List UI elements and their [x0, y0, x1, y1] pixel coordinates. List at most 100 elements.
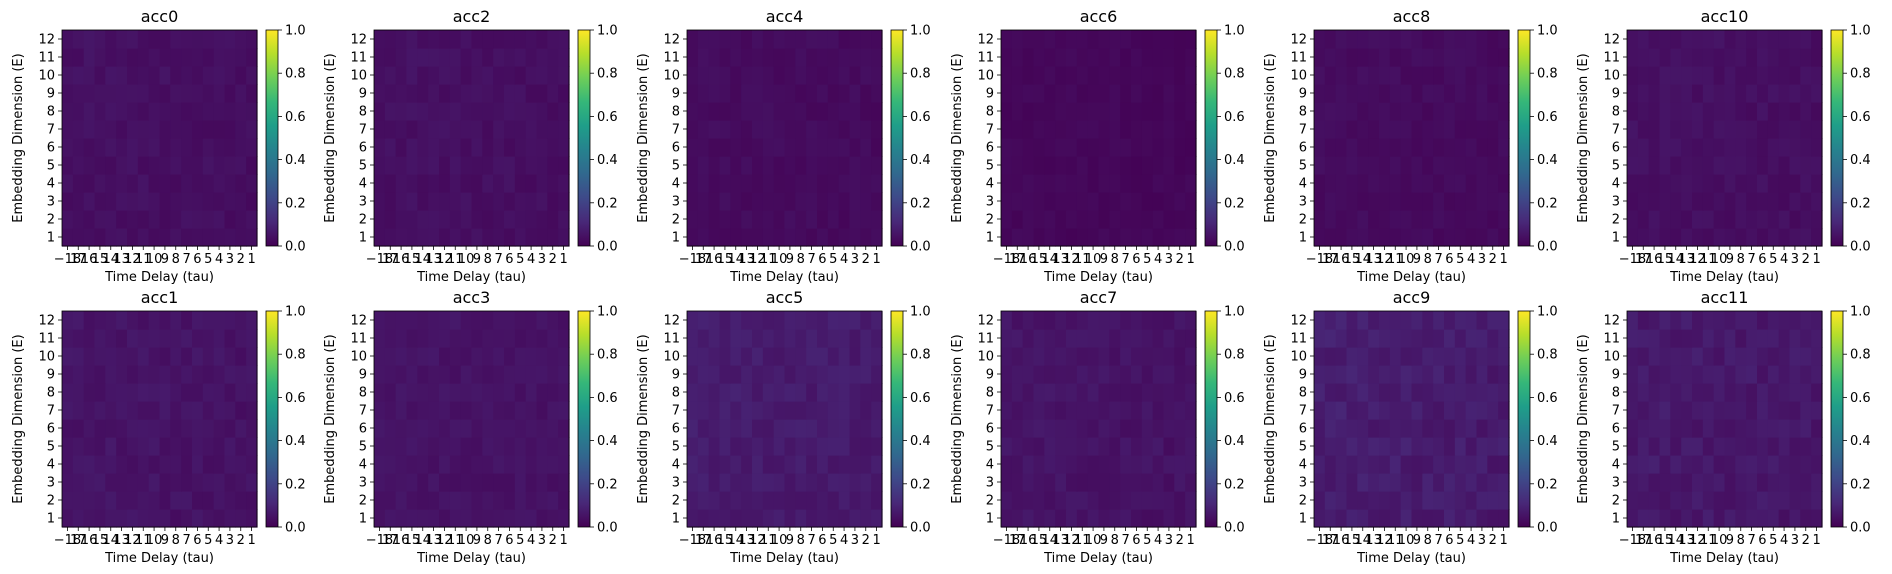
y-tick-label: 3 — [1612, 195, 1620, 210]
heatmap-cell — [1465, 174, 1478, 193]
heatmap-cell — [224, 210, 236, 229]
heatmap-cell — [1789, 138, 1801, 157]
x-tick-label: 14 — [1041, 252, 1058, 267]
heatmap-cell — [1044, 30, 1056, 49]
heatmap-cell — [697, 156, 710, 175]
heatmap-cell — [1368, 365, 1380, 384]
heatmap-cell — [384, 84, 397, 103]
heatmap-cell — [1152, 437, 1165, 456]
heatmap-cell — [860, 210, 872, 229]
heatmap-cell — [1098, 491, 1110, 510]
heatmap-cell — [719, 228, 731, 247]
heatmap-cell — [1789, 311, 1801, 330]
heatmap-cell — [536, 192, 548, 211]
heatmap-cell — [83, 473, 96, 492]
heatmap-cell — [62, 311, 74, 330]
heatmap-cell — [817, 491, 829, 510]
heatmap-cell — [148, 311, 161, 330]
heatmap-cell — [849, 473, 861, 492]
heatmap-cell — [838, 192, 851, 211]
heatmap-cell — [860, 329, 872, 348]
heatmap-cell — [127, 228, 139, 247]
heatmap-cell — [741, 84, 753, 103]
heatmap-cell — [1076, 210, 1089, 229]
x-tick-label: 2 — [1489, 533, 1497, 548]
heatmap-cell — [395, 138, 408, 157]
heatmap-cell — [1627, 174, 1639, 193]
heatmap-cell — [439, 473, 451, 492]
x-tick-label: 10 — [1711, 533, 1728, 548]
heatmap-cell — [1357, 437, 1369, 456]
heatmap-cell — [439, 329, 451, 348]
x-tick-label: 11 — [1387, 252, 1404, 267]
heatmap-cell — [1055, 329, 1067, 348]
heatmap-cell — [1724, 347, 1736, 366]
plot-frame — [61, 310, 258, 528]
heatmap-cell — [1454, 228, 1467, 247]
heatmap-cell — [493, 365, 505, 384]
colorbar-tick-label: 1.0 — [285, 24, 306, 39]
y-tick-label: 5 — [47, 440, 55, 455]
heatmap-cell — [1498, 419, 1510, 438]
heatmap-cell — [202, 365, 215, 384]
heatmap-cell — [1357, 401, 1369, 420]
heatmap-cell — [148, 138, 161, 157]
heatmap-cell — [1659, 491, 1671, 510]
heatmap-cell — [1033, 437, 1045, 456]
heatmap-cell — [224, 66, 236, 85]
heatmap-cell — [213, 419, 226, 438]
heatmap-cell — [1648, 192, 1661, 211]
heatmap-cell — [1055, 138, 1067, 157]
heatmap-cell — [1174, 48, 1186, 67]
heatmap-cell — [1767, 419, 1780, 438]
heatmap-cell — [1487, 48, 1499, 67]
heatmap-cell — [1637, 455, 1650, 474]
heatmap-cell — [246, 102, 258, 121]
heatmap-cell — [1346, 437, 1358, 456]
heatmap-cell — [417, 138, 429, 157]
y-tick-label: 4 — [1299, 177, 1307, 192]
heatmap-cell — [1476, 419, 1488, 438]
heatmap-cell — [1400, 138, 1413, 157]
heatmap-cell — [1368, 30, 1380, 49]
heatmap-cell — [1692, 102, 1704, 121]
heatmap-cell — [1476, 120, 1488, 139]
heatmap-cell — [504, 192, 516, 211]
heatmap-cell — [1055, 174, 1067, 193]
heatmap-cell — [1422, 192, 1434, 211]
heatmap-cell — [213, 192, 226, 211]
heatmap-cell — [773, 437, 786, 456]
x-tick-label: 15 — [1031, 533, 1048, 548]
heatmap-cell — [1692, 383, 1704, 402]
heatmap-cell — [687, 48, 699, 67]
colorbar: 0.00.20.40.60.81.0 — [1517, 24, 1558, 255]
x-tick-label: 16 — [393, 533, 410, 548]
heatmap-cell — [1185, 102, 1197, 121]
colorbar: 0.00.20.40.60.81.0 — [1204, 24, 1245, 255]
heatmap-cell — [1098, 383, 1110, 402]
heatmap-cell — [817, 66, 829, 85]
heatmap-cell — [1120, 473, 1132, 492]
heatmap-cell — [1724, 491, 1736, 510]
heatmap-cell — [1076, 437, 1089, 456]
heatmap-cell — [773, 30, 786, 49]
heatmap-cell — [395, 156, 408, 175]
heatmap-cell — [1400, 120, 1413, 139]
heatmap-cell — [83, 491, 96, 510]
heatmap-cell — [752, 401, 764, 420]
heatmap-cell — [1444, 455, 1456, 474]
heatmap-cell — [1011, 102, 1024, 121]
x-tick-label: 8 — [172, 533, 180, 548]
heatmap-cell — [192, 401, 204, 420]
heatmap-cell — [395, 192, 408, 211]
heatmap-cell — [105, 102, 117, 121]
heatmap-cell — [449, 66, 462, 85]
heatmap-cell — [1379, 311, 1391, 330]
heatmap-cell — [1001, 228, 1013, 247]
y-tick-label: 8 — [672, 386, 680, 401]
heatmap-cell — [1141, 419, 1154, 438]
colorbar-tick-label: 0.2 — [910, 477, 931, 492]
heatmap-cell — [1055, 419, 1067, 438]
heatmap-cell — [806, 491, 818, 510]
